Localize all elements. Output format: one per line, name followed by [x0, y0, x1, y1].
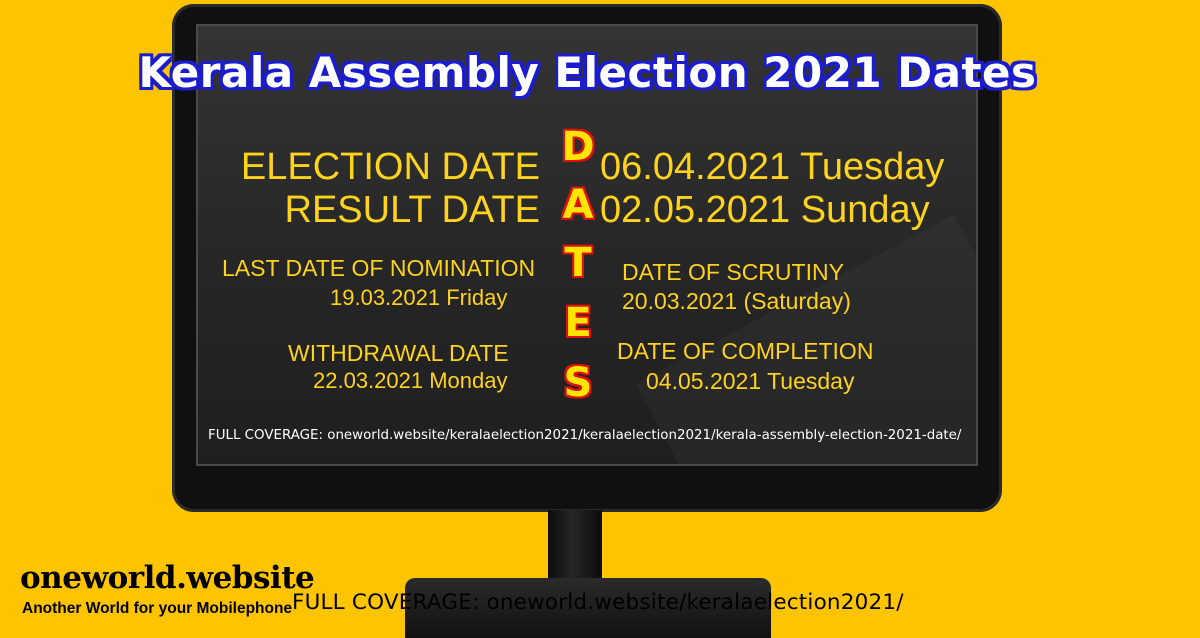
withdrawal-label: WITHDRAWAL DATE [288, 340, 509, 366]
completion-label: DATE OF COMPLETION [617, 338, 874, 364]
site-tagline: Another World for your Mobilephone [22, 600, 293, 617]
dates-letter-e: E [564, 300, 592, 346]
scrutiny-label: DATE OF SCRUTINY [622, 259, 844, 285]
monitor-stand-neck [548, 510, 602, 584]
nomination-date: 19.03.2021 Friday [330, 285, 508, 310]
election-date-label: ELECTION DATE [240, 146, 540, 188]
dates-letter-t: T [564, 240, 592, 286]
bottom-coverage-link[interactable]: FULL COVERAGE: oneworld.website/keralael… [292, 590, 904, 615]
election-date-value: 06.04.2021 Tuesday [600, 146, 945, 188]
scrutiny-date: 20.03.2021 (Saturday) [622, 288, 851, 314]
headline: Kerala Assembly Election 2021 Dates [138, 48, 1037, 97]
withdrawal-date: 22.03.2021 Monday [313, 368, 508, 393]
dates-letter-d: D [561, 124, 595, 170]
result-date-label: RESULT DATE [284, 189, 541, 231]
dates-letter-s: S [563, 360, 593, 406]
monitor-stand-base [405, 578, 771, 638]
dates-letter-a: A [562, 182, 594, 228]
completion-date: 04.05.2021 Tuesday [646, 368, 855, 394]
monitor-screen [196, 24, 978, 466]
result-date-value: 02.05.2021 Sunday [600, 189, 930, 231]
screen-coverage-link[interactable]: FULL COVERAGE: oneworld.website/keralael… [208, 428, 962, 443]
site-logo-text: oneworld.website [20, 560, 315, 596]
nomination-label: LAST DATE OF NOMINATION [222, 255, 536, 281]
